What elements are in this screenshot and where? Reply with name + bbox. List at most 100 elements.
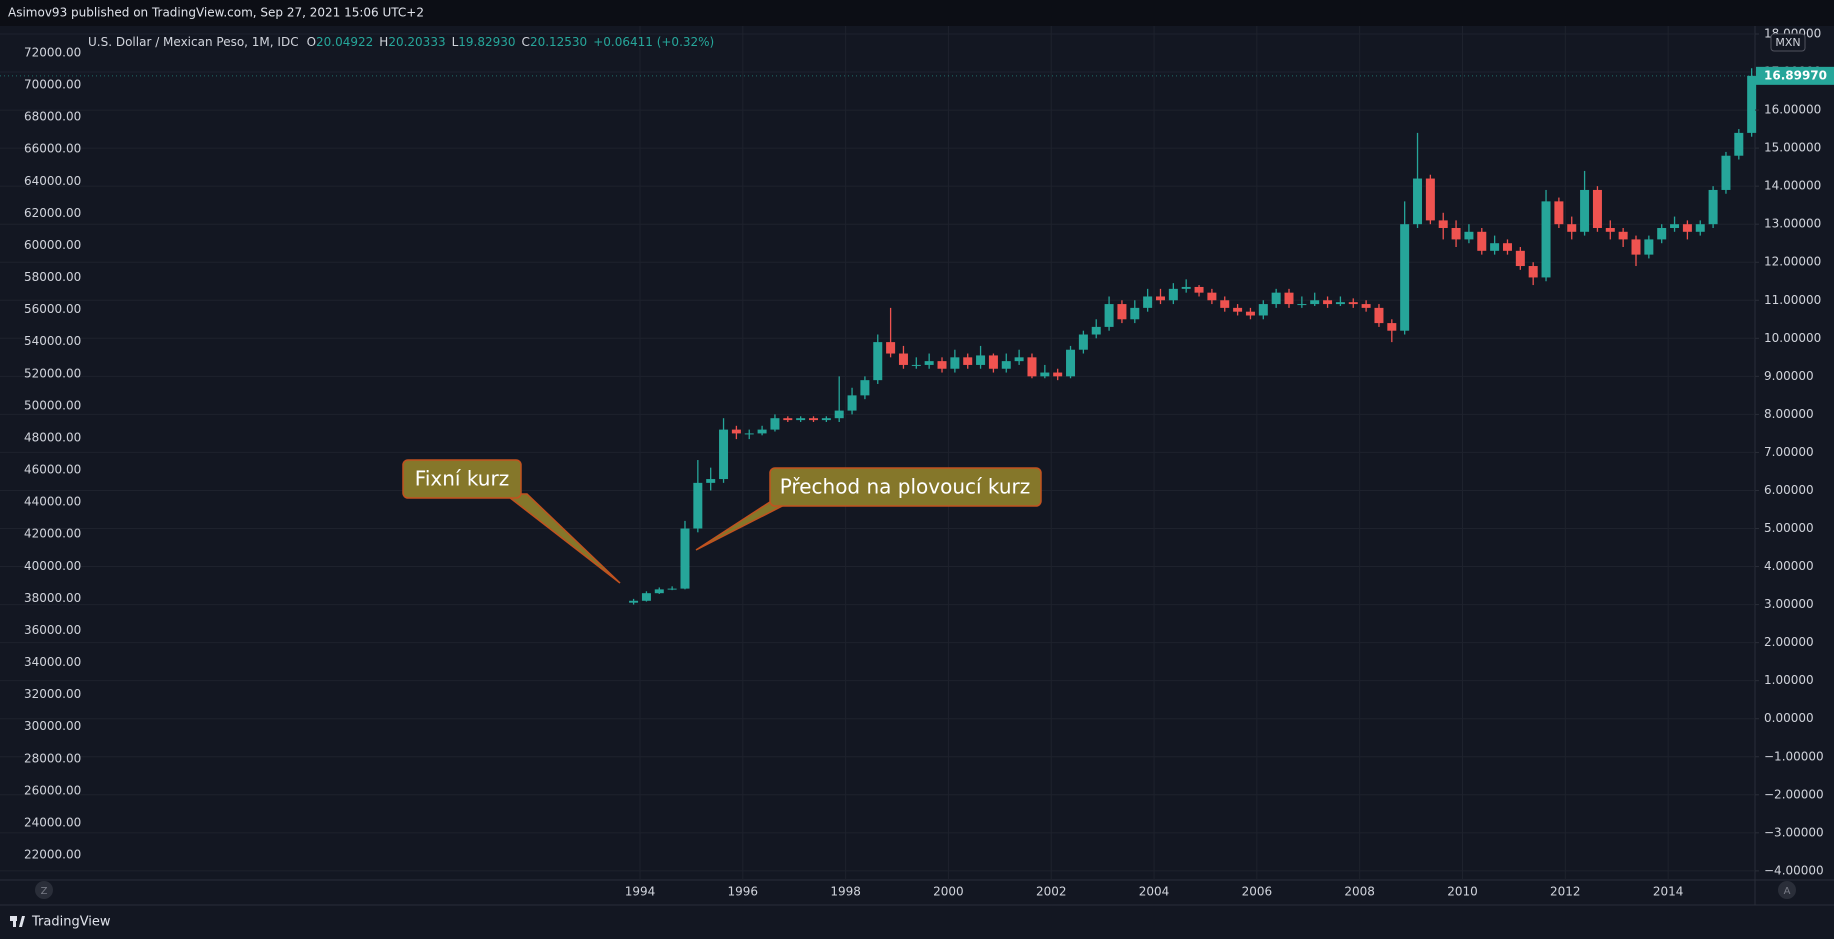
candle-body bbox=[1425, 178, 1435, 221]
last-price-label: 16.89970 bbox=[1764, 68, 1827, 82]
legend-value: 20.12530 bbox=[530, 35, 587, 49]
candle-body bbox=[1567, 224, 1577, 232]
y2-tick-label: 60000.00 bbox=[24, 238, 81, 252]
candle-body bbox=[1387, 323, 1397, 331]
y-tick-label: 7.00000 bbox=[1764, 445, 1814, 459]
candle-body bbox=[1631, 239, 1641, 255]
candle-body bbox=[860, 380, 870, 396]
y2-tick-label: 32000.00 bbox=[24, 687, 81, 701]
candle-body bbox=[770, 418, 780, 430]
candle-body bbox=[1104, 304, 1114, 327]
annotation: Fixní kurz bbox=[415, 467, 509, 491]
y-tick-label: −4.00000 bbox=[1764, 863, 1824, 877]
candle-body bbox=[1258, 304, 1268, 316]
y2-tick-label: 52000.00 bbox=[24, 366, 81, 380]
y-tick-label: 12.00000 bbox=[1764, 255, 1821, 269]
candle-body bbox=[1541, 201, 1551, 278]
candle-body bbox=[1014, 357, 1024, 362]
y-tick-label: −3.00000 bbox=[1764, 825, 1824, 839]
y-tick-label: 10.00000 bbox=[1764, 331, 1821, 345]
candle-body bbox=[1091, 326, 1101, 335]
candles bbox=[629, 68, 1757, 605]
candle-body bbox=[1361, 304, 1371, 308]
candle-body bbox=[1451, 227, 1461, 240]
y2-tick-label: 36000.00 bbox=[24, 623, 81, 637]
candle-body bbox=[757, 429, 767, 434]
y-tick-label: 4.00000 bbox=[1764, 559, 1814, 573]
logo-icon bbox=[19, 916, 25, 927]
candle-body bbox=[976, 355, 986, 365]
button-text[interactable]: A bbox=[1784, 886, 1791, 897]
legend-value: 20.20333 bbox=[388, 35, 445, 49]
candle-body bbox=[1117, 304, 1127, 320]
y2-tick-label: 70000.00 bbox=[24, 78, 81, 92]
button[interactable] bbox=[35, 881, 53, 899]
y2-tick-label: 50000.00 bbox=[24, 398, 81, 412]
button-text[interactable]: Z bbox=[41, 886, 48, 897]
y-tick-label: −1.00000 bbox=[1764, 749, 1824, 763]
y2-tick-label: 56000.00 bbox=[24, 302, 81, 316]
button[interactable] bbox=[1778, 881, 1796, 899]
logo[interactable]: TradingView bbox=[10, 915, 111, 930]
x-tick-label: 1994 bbox=[625, 885, 656, 899]
candle-body bbox=[1233, 307, 1243, 312]
candle-body bbox=[847, 395, 857, 411]
y2-tick-label: 34000.00 bbox=[24, 655, 81, 669]
legend-value: 19.82930 bbox=[458, 35, 515, 49]
candle-body bbox=[1335, 302, 1345, 305]
candle-body bbox=[1040, 372, 1050, 377]
candle-body bbox=[809, 418, 818, 421]
y-tick-label: −2.00000 bbox=[1764, 787, 1824, 801]
candle-body bbox=[731, 429, 741, 434]
candle-body bbox=[1734, 132, 1744, 156]
candle-body bbox=[719, 429, 729, 480]
y-tick-label: 9.00000 bbox=[1764, 369, 1814, 383]
candle-body bbox=[1592, 189, 1602, 228]
y-tick-label: 8.00000 bbox=[1764, 407, 1814, 421]
candle-body bbox=[1682, 224, 1692, 232]
candle-body bbox=[1515, 250, 1525, 267]
candle-body bbox=[693, 482, 703, 529]
candle-body bbox=[667, 588, 677, 590]
currency-badge-text[interactable]: MXN bbox=[1775, 36, 1800, 49]
candle-body bbox=[1670, 224, 1680, 228]
candle-body bbox=[1721, 155, 1731, 190]
candle-body bbox=[821, 418, 831, 421]
candle-body bbox=[796, 418, 806, 421]
y-tick-label: 1.00000 bbox=[1764, 673, 1814, 687]
candle-body bbox=[1605, 227, 1615, 232]
candle-body bbox=[924, 361, 934, 365]
annotation: Přechod na plovoucí kurz bbox=[780, 475, 1031, 499]
currency-badge[interactable] bbox=[1770, 33, 1806, 52]
candle-body bbox=[1078, 334, 1088, 350]
candle-body bbox=[1066, 349, 1076, 377]
candle-body bbox=[1477, 231, 1487, 251]
candle-body bbox=[1464, 231, 1474, 240]
candle-body bbox=[1348, 302, 1358, 305]
candle-body bbox=[873, 342, 883, 381]
y-tick-label: 14.00000 bbox=[1764, 179, 1821, 193]
y2-tick-label: 54000.00 bbox=[24, 334, 81, 348]
candle-body bbox=[1194, 286, 1204, 293]
candle-body bbox=[629, 600, 639, 603]
candle-body bbox=[1207, 292, 1217, 301]
y-tick-label: 16.00000 bbox=[1764, 103, 1821, 117]
candle-body bbox=[1027, 357, 1037, 377]
legend: U.S. Dollar / Mexican Peso, 1M, IDC O20.0… bbox=[88, 35, 714, 49]
candle-body bbox=[744, 433, 754, 435]
logo-text[interactable]: TradingView bbox=[31, 915, 111, 930]
candle-body bbox=[1657, 227, 1667, 240]
candle-body bbox=[1323, 300, 1333, 305]
y2-tick-label: 48000.00 bbox=[24, 430, 81, 444]
candle-body bbox=[1554, 201, 1564, 225]
header-bar bbox=[0, 0, 1834, 26]
x-tick-label: 2014 bbox=[1653, 885, 1684, 899]
legend-label: O bbox=[307, 35, 316, 49]
y2-tick-label: 30000.00 bbox=[24, 719, 81, 733]
candle-body bbox=[898, 353, 908, 365]
y-tick-label: 0.00000 bbox=[1764, 711, 1814, 725]
candle-body bbox=[950, 357, 960, 369]
candle-body bbox=[963, 357, 973, 365]
candle-body bbox=[1644, 239, 1654, 255]
candle-body bbox=[1181, 286, 1191, 289]
